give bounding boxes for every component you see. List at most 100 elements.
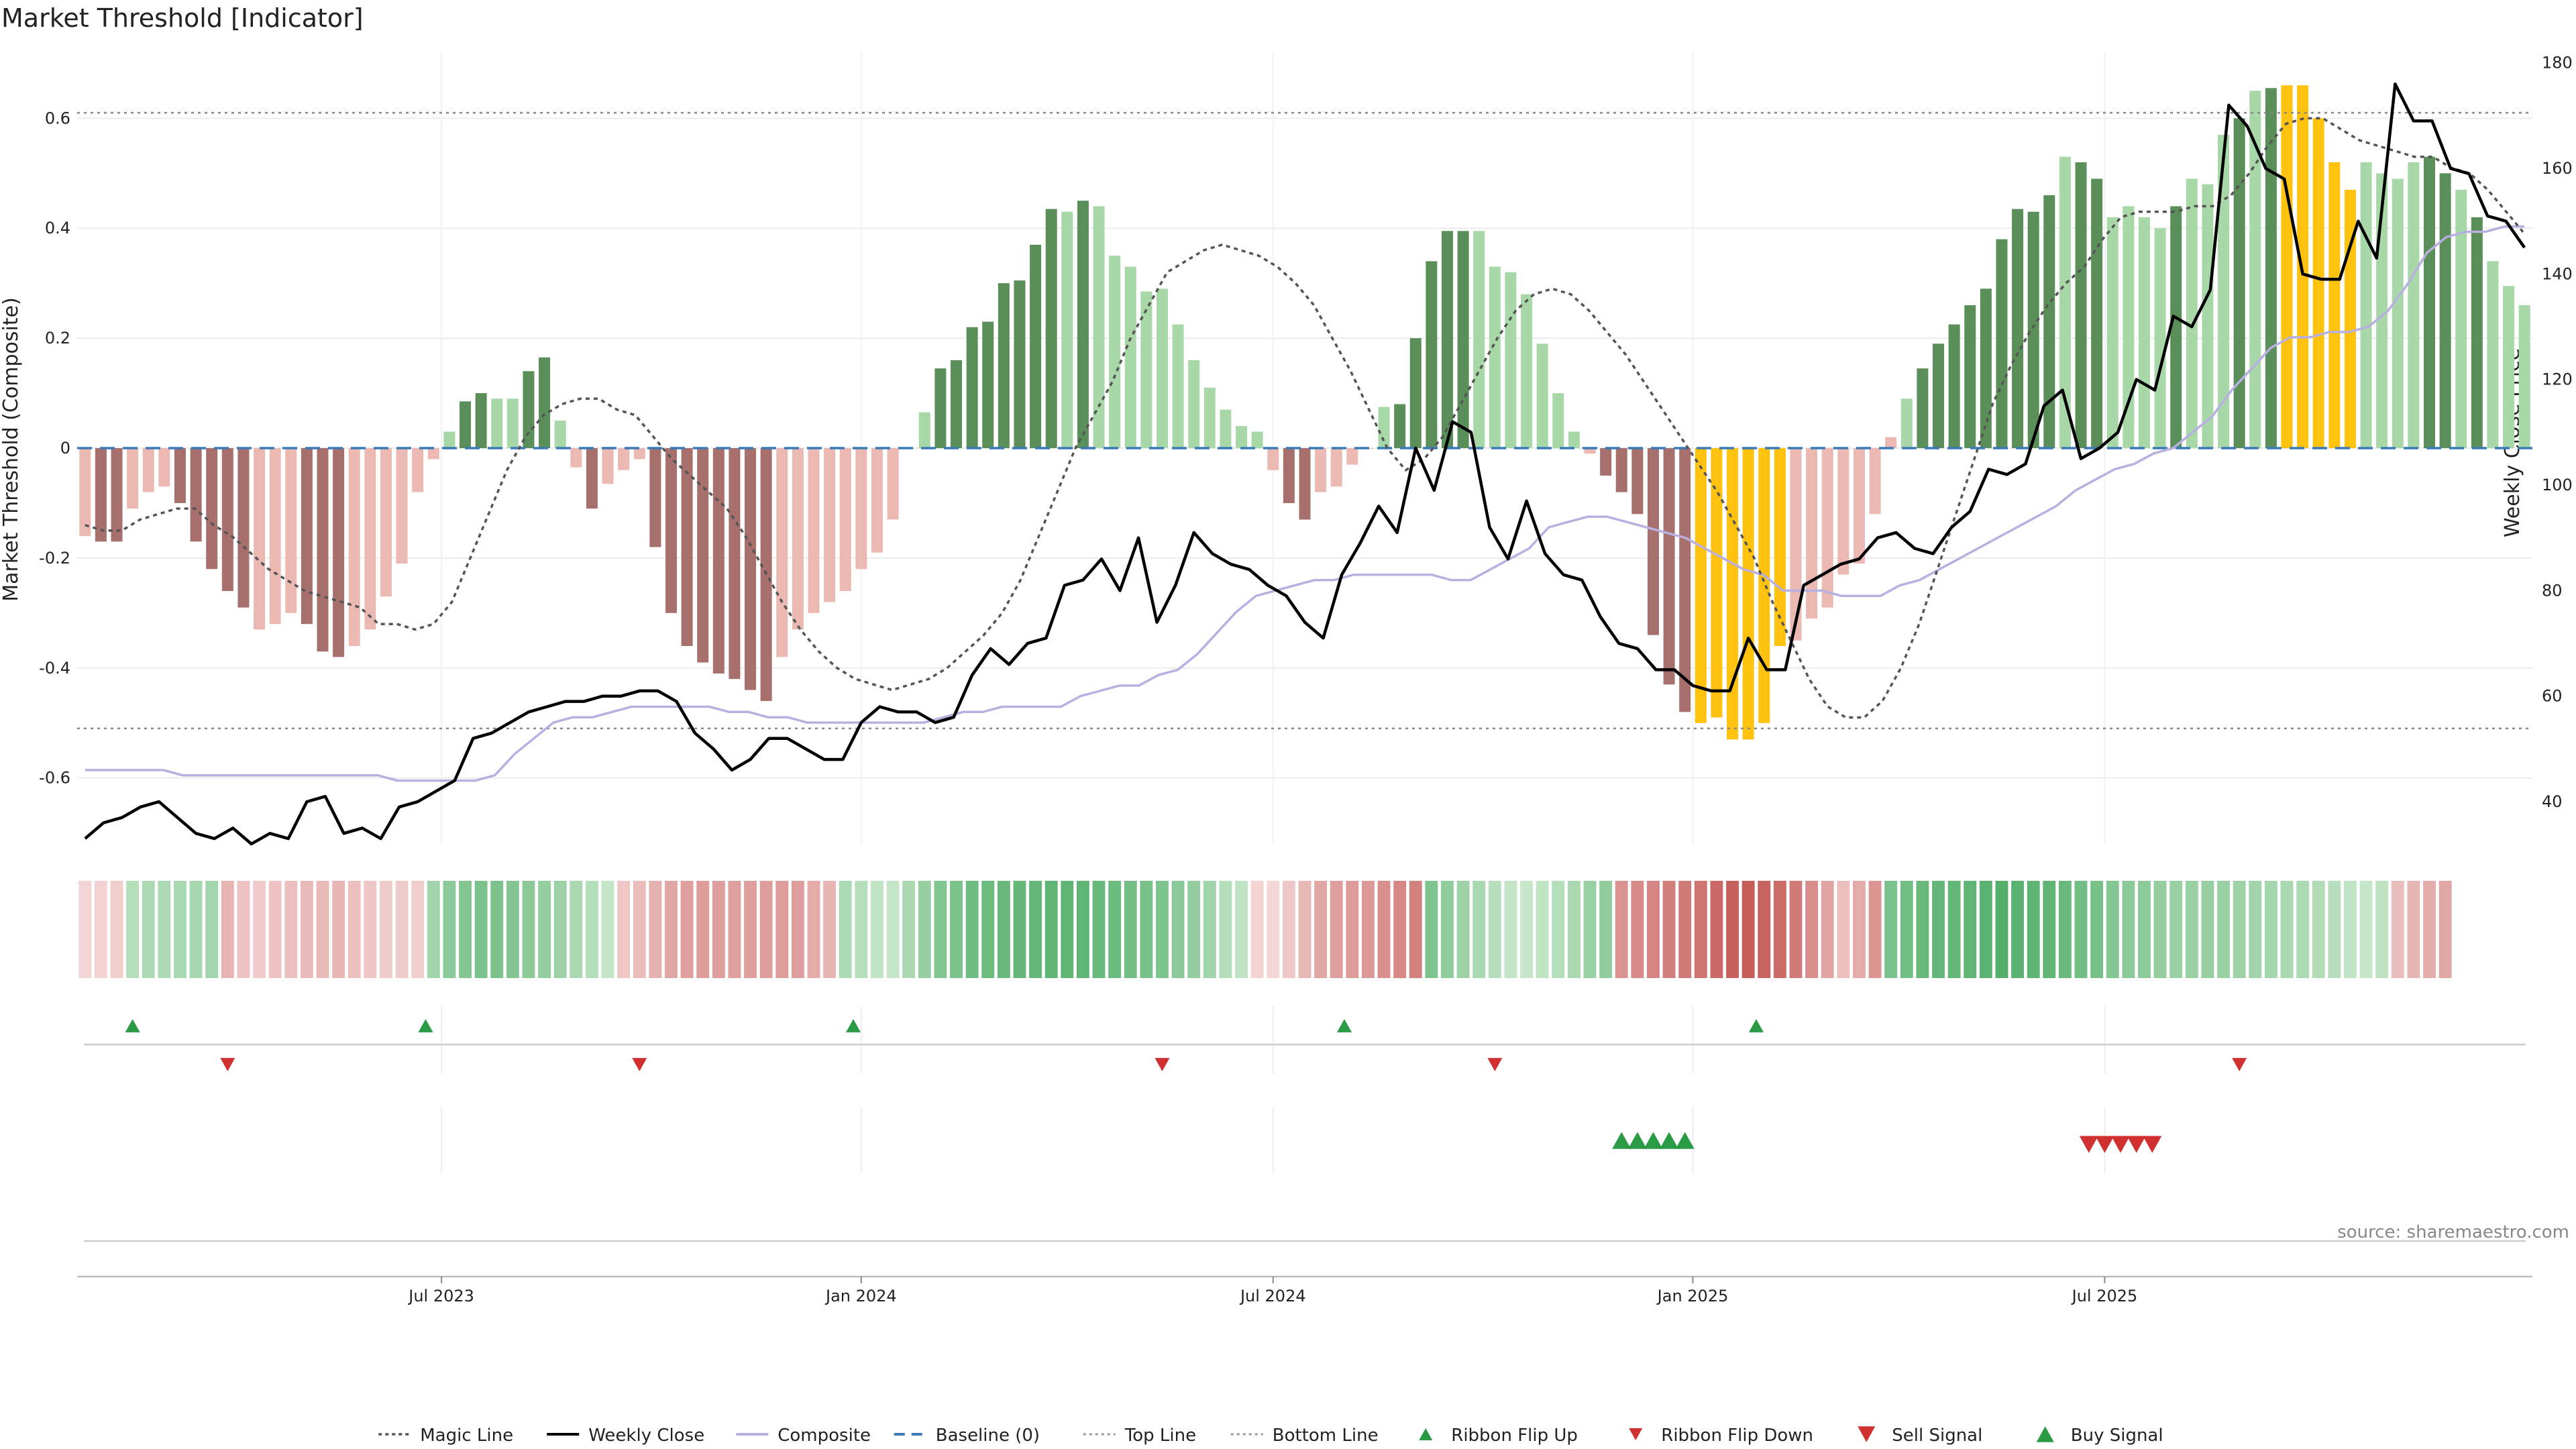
composite-bar xyxy=(2487,261,2499,448)
legend-item: Bottom Line xyxy=(1230,1426,1379,1446)
buy-signal-marker xyxy=(1660,1132,1679,1149)
ribbon-cell xyxy=(585,881,598,978)
composite-bar xyxy=(808,448,820,613)
composite-bar xyxy=(2344,189,2356,448)
legend-label: Ribbon Flip Up xyxy=(1451,1426,1578,1446)
ribbon-cell xyxy=(2328,881,2341,978)
ribbon-cell xyxy=(2153,881,2167,978)
ribbon-cell xyxy=(712,881,725,978)
composite-bar xyxy=(649,448,661,547)
composite-bar xyxy=(2424,156,2436,448)
composite-bar xyxy=(1647,448,1659,635)
ribbon-cell xyxy=(2344,881,2357,978)
ribbon-cell xyxy=(2296,881,2310,978)
left-tick-label: -0.2 xyxy=(39,549,70,568)
ribbon-cell xyxy=(1409,881,1422,978)
composite-bar xyxy=(412,448,424,492)
composite-bar xyxy=(966,327,978,448)
composite-bar xyxy=(2186,178,2198,448)
right-axis-ticks: 180 160 140 120 100 80 60 40 xyxy=(2542,54,2573,811)
ribbon-cell xyxy=(1853,881,1866,978)
composite-bar xyxy=(570,448,582,468)
ribbon-cell xyxy=(1108,881,1122,978)
composite-bar xyxy=(1394,404,1406,448)
ribbon-cell xyxy=(1314,881,1328,978)
ribbon-cell xyxy=(1219,881,1232,978)
composite-bar xyxy=(681,448,693,646)
composite-bar xyxy=(665,448,677,613)
legend-item: Sell Signal xyxy=(1858,1426,1982,1446)
legend-label: Weekly Close xyxy=(588,1426,704,1446)
composite-bar xyxy=(1330,448,1342,487)
composite-bar xyxy=(285,448,297,613)
ribbon-cell xyxy=(2312,881,2325,978)
x-tick-label: Jan 2025 xyxy=(1656,1287,1729,1305)
ribbon-cell xyxy=(871,881,883,978)
ribbon-cell xyxy=(981,881,995,978)
composite-bar xyxy=(1980,288,1992,448)
series-lines xyxy=(84,82,2526,846)
ribbon-cell xyxy=(649,881,662,978)
composite-bar xyxy=(2170,206,2182,448)
ribbon-cell xyxy=(1710,881,1723,978)
composite-bar xyxy=(1203,387,1216,448)
ribbon-flip-up-marker xyxy=(418,1019,433,1032)
composite-bar xyxy=(269,448,281,625)
ribbon-cell xyxy=(601,881,614,978)
ribbon-cell xyxy=(1520,881,1534,978)
ribbon-cell xyxy=(158,881,171,978)
composite-bar xyxy=(1236,426,1248,448)
ribbon-cell xyxy=(665,881,678,978)
composite-bar xyxy=(745,448,757,690)
ribbon-cell xyxy=(1267,881,1280,978)
ribbon-cell xyxy=(1504,881,1517,978)
composite-bar xyxy=(839,448,851,592)
legend-label: Magic Line xyxy=(420,1426,513,1446)
left-tick-label: 0.4 xyxy=(45,219,70,237)
composite-bar xyxy=(142,448,154,492)
ribbon-cell xyxy=(934,881,947,978)
ribbon-cell xyxy=(728,881,741,978)
ribbon-cell xyxy=(1789,881,1803,978)
composite-bar xyxy=(206,448,218,570)
composite-bar xyxy=(174,448,186,503)
ribbon-cell xyxy=(775,881,789,978)
ribbon-cell xyxy=(759,881,773,978)
composite-bar xyxy=(1837,448,1849,575)
ribbon-flip-up-marker xyxy=(846,1019,861,1032)
composite-bar xyxy=(127,448,139,509)
composite-bar xyxy=(95,448,107,542)
composite-bar xyxy=(729,448,741,680)
composite-bar xyxy=(2012,209,2024,448)
composite-bar xyxy=(1045,209,1057,448)
ribbon-cell xyxy=(2249,881,2262,978)
composite-bar xyxy=(79,448,91,537)
ribbon-cell xyxy=(791,881,804,978)
ribbon-flip-down-marker xyxy=(2232,1058,2247,1071)
composite-bar xyxy=(2471,217,2483,448)
composite-bar xyxy=(2043,195,2055,448)
ribbon-cell xyxy=(1583,881,1597,978)
ribbon-cell xyxy=(1694,881,1707,978)
composite-bar xyxy=(1584,448,1596,454)
ribbon-cell xyxy=(855,881,868,978)
sell-signal-marker xyxy=(2111,1136,2131,1153)
right-tick-label: 100 xyxy=(2542,476,2573,494)
ribbon-cell xyxy=(950,881,963,978)
ribbon-cell xyxy=(1964,881,1977,978)
ribbon-cell xyxy=(126,881,140,978)
triangle-down-icon xyxy=(1858,1426,1876,1442)
composite-bar xyxy=(380,448,392,597)
triangle-up-icon xyxy=(1419,1428,1433,1440)
composite-bar xyxy=(1774,448,1786,646)
composite-bar xyxy=(1030,244,1042,448)
ribbon-cell xyxy=(1599,881,1613,978)
composite-bar xyxy=(2106,217,2118,448)
composite-bar xyxy=(934,368,947,448)
ribbon-cell xyxy=(1346,881,1359,978)
composite-bar xyxy=(1917,368,1929,448)
ribbon-cell xyxy=(1377,881,1391,978)
legend-label: Sell Signal xyxy=(1892,1426,1982,1446)
ribbon-cell xyxy=(1076,881,1089,978)
composite-bar xyxy=(1251,431,1263,448)
